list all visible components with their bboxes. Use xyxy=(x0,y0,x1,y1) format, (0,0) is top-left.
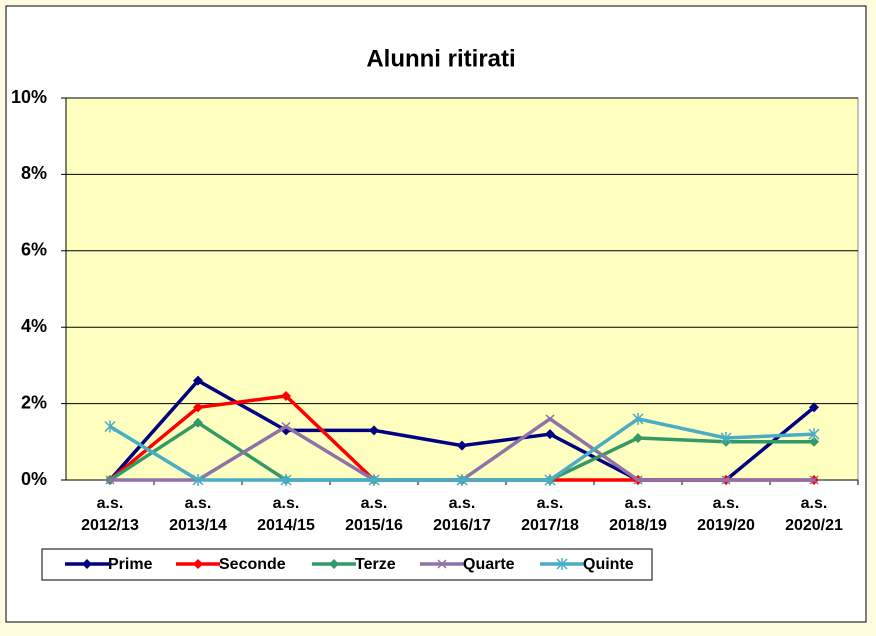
data-point xyxy=(809,402,819,413)
data-point xyxy=(104,420,116,433)
y-tick-label: 10% xyxy=(11,87,47,107)
x-tick-label: a.s. 2013/14 xyxy=(169,495,227,534)
legend-label: Terze xyxy=(355,556,396,573)
y-tick-label: 2% xyxy=(21,392,47,412)
data-point xyxy=(809,475,819,485)
data-point xyxy=(809,436,819,447)
data-point xyxy=(192,474,204,486)
legend-marker xyxy=(193,559,203,569)
data-point xyxy=(368,474,380,486)
data-point xyxy=(457,440,467,451)
data-point xyxy=(281,421,291,432)
data-point xyxy=(105,475,115,485)
x-tick-label: a.s. 2016/17 xyxy=(433,495,491,534)
x-tick-label: a.s. 2017/18 xyxy=(521,495,579,534)
x-tick-label: a.s. 2012/13 xyxy=(81,495,139,534)
legend-label: Quarte xyxy=(463,556,515,573)
data-point xyxy=(633,475,643,485)
plot-area xyxy=(65,97,859,481)
data-point xyxy=(369,425,379,436)
data-point xyxy=(280,474,292,486)
legend-marker xyxy=(82,559,92,569)
y-tick-label: 8% xyxy=(21,163,47,183)
legend-label: Seconde xyxy=(219,556,286,573)
data-point xyxy=(281,390,291,401)
data-point xyxy=(545,429,555,440)
y-tick-label: 6% xyxy=(21,240,47,260)
data-point xyxy=(544,474,556,486)
x-tick-label: a.s. 2014/15 xyxy=(257,495,315,534)
data-point xyxy=(193,375,203,386)
data-point xyxy=(193,402,203,413)
data-point xyxy=(808,428,820,441)
data-point xyxy=(633,432,643,443)
legend-marker xyxy=(556,558,568,570)
x-tick-label: a.s. 2015/16 xyxy=(345,495,403,534)
legend-marker xyxy=(437,559,447,569)
y-tick-label: 0% xyxy=(21,469,47,489)
chart-title: Alunni ritirati xyxy=(366,45,515,72)
data-point xyxy=(456,474,468,486)
legend-label: Prime xyxy=(108,556,153,573)
x-tick-label: a.s. 2020/21 xyxy=(785,495,843,534)
data-point xyxy=(193,417,203,428)
x-tick-label: a.s. 2019/20 xyxy=(697,495,755,534)
y-tick-label: 4% xyxy=(21,316,47,336)
data-point xyxy=(545,414,555,424)
data-point xyxy=(632,412,644,425)
data-point xyxy=(720,431,732,444)
x-tick-label: a.s. 2018/19 xyxy=(609,495,667,534)
legend-marker xyxy=(329,559,339,569)
data-point xyxy=(721,475,731,485)
legend-label: Quinte xyxy=(583,556,634,573)
